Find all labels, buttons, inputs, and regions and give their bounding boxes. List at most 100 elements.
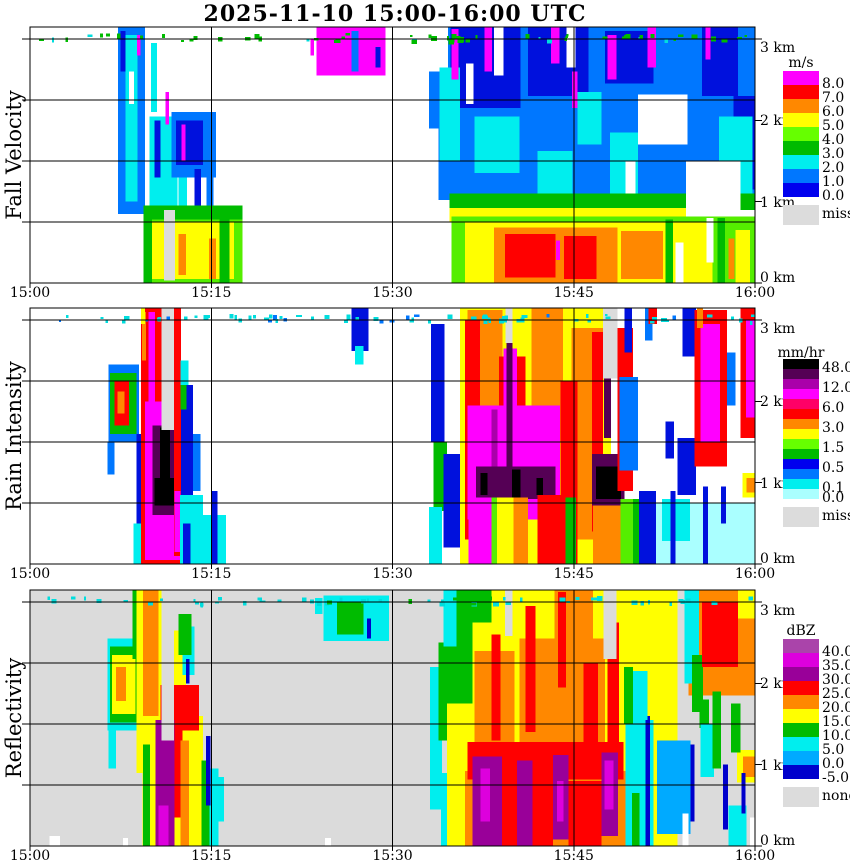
legend-swatch-extra: [783, 787, 819, 807]
speckle: [482, 314, 488, 318]
echo-rect: [591, 332, 603, 532]
legend-extra-label: none: [822, 788, 850, 804]
speckle: [310, 599, 315, 604]
legend-label: 15.0: [822, 714, 850, 730]
legend-swatch: [783, 469, 819, 479]
legend-label: 10.0: [822, 728, 850, 744]
echo-rect: [49, 836, 61, 846]
speckle: [195, 601, 200, 605]
speckle: [162, 34, 166, 38]
speckle: [324, 314, 330, 319]
x-tick-label: 15:15: [191, 285, 232, 301]
echo-rect: [670, 490, 676, 564]
echo-rect: [165, 91, 169, 125]
panel-border: [29, 307, 756, 565]
echo-rect: [686, 161, 741, 217]
legend-swatch: [783, 459, 819, 469]
speckle: [411, 39, 417, 44]
speckle: [100, 33, 104, 38]
speckle: [440, 599, 444, 603]
echo-rect: [472, 590, 492, 623]
legend-swatch: [783, 99, 819, 113]
speckle: [70, 596, 76, 600]
echo-rect: [682, 813, 689, 846]
echo-rect: [705, 27, 711, 60]
echo-rect: [336, 602, 364, 635]
speckle: [59, 319, 62, 323]
speckle: [346, 314, 351, 320]
echo-rect: [665, 421, 675, 459]
echo-rect: [703, 486, 708, 564]
speckle: [448, 39, 455, 45]
speckle: [678, 598, 684, 602]
echo-rect: [367, 618, 371, 639]
legend-swatch-extra: [783, 507, 819, 527]
speckle: [505, 602, 511, 606]
legend-swatch: [783, 639, 819, 653]
echo-rect: [512, 469, 521, 499]
speckle: [408, 599, 413, 604]
echo-rect: [647, 27, 656, 68]
speckle: [546, 39, 552, 44]
speckle: [498, 318, 505, 324]
echo-rect: [143, 205, 243, 220]
speckle: [257, 597, 262, 601]
speckle: [259, 600, 266, 603]
echo-rect: [315, 597, 323, 615]
echo-rect: [623, 667, 633, 724]
echo-rect: [180, 360, 189, 386]
speckle: [559, 597, 566, 603]
speckle: [585, 314, 589, 319]
echo-rect: [141, 308, 145, 325]
legend-swatch-extra: [783, 205, 819, 225]
speckle: [691, 34, 698, 39]
echo-rect: [173, 356, 182, 556]
speckle: [652, 317, 658, 320]
echo-rect: [158, 805, 169, 846]
speckle: [156, 317, 162, 322]
echo-rect: [645, 715, 650, 846]
echo-rect: [728, 805, 747, 846]
legend-label: 2.0: [822, 160, 845, 176]
speckle: [279, 315, 283, 319]
speckle: [686, 598, 691, 604]
km-label: 3 km: [760, 321, 796, 337]
speckle: [587, 320, 592, 323]
echo-rect: [351, 30, 359, 72]
speckle: [470, 316, 477, 321]
x-tick-label: 15:15: [191, 848, 232, 864]
echo-rect: [497, 497, 514, 564]
echo-rect: [690, 744, 695, 822]
legend-swatch: [783, 85, 819, 99]
speckle: [664, 39, 669, 43]
echo-rect: [142, 744, 151, 846]
echo-rect: [525, 606, 536, 733]
legend-label: 40.0: [822, 644, 850, 660]
echo-rect: [741, 772, 746, 814]
echo-rect: [730, 703, 741, 753]
panel-reflectivity: [22, 589, 762, 851]
echo-rect: [491, 497, 498, 564]
legend-swatch: [783, 479, 819, 489]
speckle: [427, 599, 431, 602]
echo-rect: [722, 764, 728, 830]
legend-swatch: [783, 183, 819, 197]
legend-swatch: [783, 709, 819, 723]
speckle: [447, 314, 453, 319]
legend-label: 3.0: [822, 146, 845, 162]
speckle: [184, 316, 188, 320]
legend-swatch: [783, 141, 819, 155]
echo-rect: [480, 472, 488, 495]
echo-rect: [136, 34, 141, 56]
echo-rect: [178, 234, 186, 275]
echo-rect: [443, 454, 462, 548]
speckle: [451, 34, 457, 38]
speckle: [379, 320, 384, 324]
legend-label: 5.0: [822, 742, 845, 758]
speckle: [591, 597, 597, 601]
x-tick-label: 15:45: [553, 285, 594, 301]
echo-rect: [123, 837, 128, 846]
legend-title: m/s: [788, 55, 814, 71]
echo-rect: [632, 498, 642, 564]
speckle: [602, 36, 608, 39]
